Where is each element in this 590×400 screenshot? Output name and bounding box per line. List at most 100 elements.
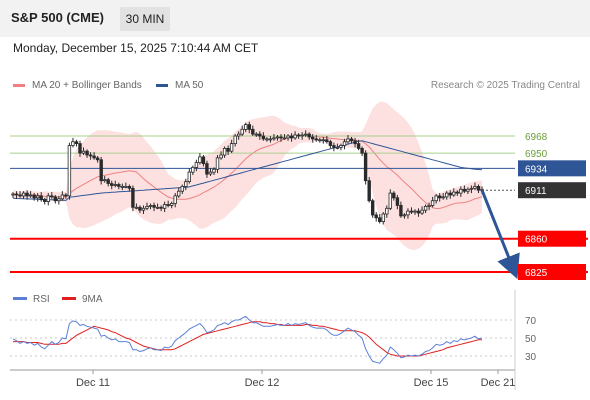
candle	[99, 156, 103, 185]
candle	[46, 193, 50, 206]
candle	[268, 136, 273, 143]
legend-label: MA 20 + Bollinger Bands	[32, 80, 142, 91]
candle	[243, 122, 248, 133]
candle	[272, 134, 276, 141]
candle	[406, 208, 410, 219]
legend-item-bollinger: MA 20 + Bollinger Bands	[13, 80, 142, 91]
candle	[67, 142, 72, 200]
candle	[374, 212, 378, 222]
candle	[392, 191, 396, 201]
candle	[166, 200, 170, 208]
candle	[258, 131, 262, 140]
rsi-swatch	[13, 297, 27, 300]
candle	[459, 186, 463, 197]
rsi-series	[12, 315, 483, 364]
rsi-legend-label: RSI	[33, 294, 50, 305]
candle	[395, 194, 400, 210]
candle	[50, 192, 54, 199]
candle	[131, 185, 135, 212]
candle	[286, 134, 290, 141]
candle	[81, 147, 86, 156]
candle	[349, 136, 354, 144]
candle	[229, 139, 234, 154]
timeframe-button[interactable]: 30 MIN	[120, 7, 170, 31]
ma50-swatch	[156, 84, 168, 87]
candle	[307, 132, 311, 140]
candle	[254, 132, 258, 137]
candle	[120, 183, 124, 191]
candle	[353, 137, 357, 148]
rsi-tick-label: 50	[525, 334, 537, 345]
candle	[205, 160, 209, 178]
x-axis: Dec 11 Dec 12 Dec 15 Dec 21	[10, 290, 516, 390]
rsi-panel: 70 50 30	[10, 315, 537, 364]
candle	[300, 132, 304, 140]
candle	[240, 125, 244, 136]
candle	[113, 180, 117, 188]
x-tick-label: Dec 15	[414, 377, 449, 389]
projection-arrow	[480, 189, 520, 280]
candle	[339, 143, 343, 151]
candle	[219, 151, 223, 160]
level-label-ma50: 6934	[518, 160, 586, 177]
candle	[293, 131, 297, 140]
candle	[155, 203, 160, 210]
candle	[117, 182, 121, 190]
candle	[201, 155, 206, 167]
candle	[303, 130, 308, 137]
svg-text:6950: 6950	[525, 149, 548, 160]
candle	[43, 197, 47, 205]
candle	[127, 184, 132, 192]
bollinger-fill	[13, 101, 482, 250]
candle	[413, 209, 417, 215]
candle	[159, 205, 163, 212]
candle	[310, 134, 315, 143]
candle	[399, 201, 403, 218]
svg-text:6911: 6911	[525, 186, 547, 197]
candle	[251, 125, 255, 136]
candle	[452, 188, 456, 197]
candle	[265, 136, 269, 142]
candle	[103, 175, 107, 183]
candle	[444, 191, 449, 200]
candle	[416, 208, 421, 217]
candle	[236, 131, 241, 140]
candle	[212, 167, 216, 175]
candle	[388, 189, 392, 211]
candle	[455, 190, 459, 196]
candle	[466, 187, 470, 195]
svg-text:6934: 6934	[525, 164, 548, 175]
candle	[85, 149, 89, 158]
candle	[64, 193, 68, 199]
candle	[233, 134, 237, 147]
level-label-resistance: 6968	[525, 132, 548, 143]
level-label-last: 6911	[518, 182, 586, 199]
candle	[441, 193, 445, 200]
candle	[469, 185, 474, 194]
candle	[247, 121, 251, 134]
candle	[282, 134, 287, 140]
candle	[289, 133, 294, 142]
candle	[342, 138, 347, 150]
candle	[152, 202, 156, 212]
candle	[437, 193, 442, 202]
candle	[148, 203, 153, 210]
candle	[448, 190, 452, 199]
candle	[25, 190, 29, 200]
candle	[332, 142, 336, 152]
candle	[473, 182, 477, 191]
level-label-support: 6825	[518, 264, 586, 280]
candle	[145, 202, 149, 211]
candle	[60, 191, 65, 201]
candle	[377, 213, 382, 224]
candle	[187, 168, 191, 184]
candle	[222, 146, 227, 158]
candle	[279, 134, 283, 142]
candle	[321, 136, 325, 144]
candle	[363, 150, 368, 185]
rsi-legend: RSI 9MA	[13, 294, 103, 305]
candle	[346, 135, 350, 144]
candle	[370, 198, 375, 218]
candle	[88, 152, 93, 160]
